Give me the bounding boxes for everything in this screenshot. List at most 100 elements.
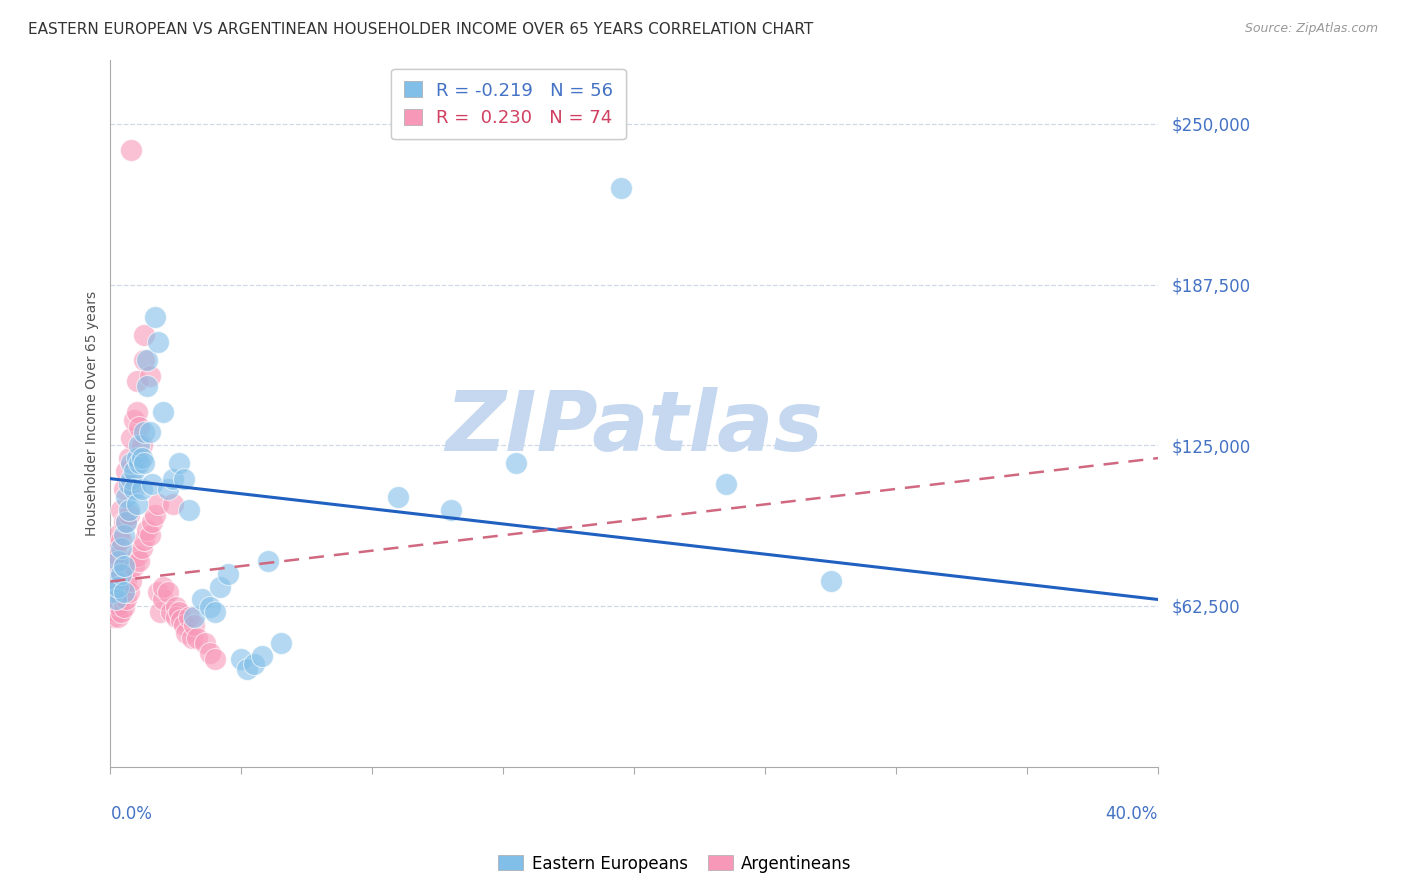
Point <box>104 592 127 607</box>
Point <box>152 405 174 419</box>
Point <box>112 559 135 574</box>
Text: ZIPatlas: ZIPatlas <box>446 387 823 467</box>
Point <box>128 554 150 568</box>
Point <box>440 502 463 516</box>
Point <box>820 574 842 589</box>
Point <box>104 574 127 589</box>
Text: 0.0%: 0.0% <box>111 805 152 823</box>
Point <box>107 610 129 624</box>
Point <box>107 554 129 568</box>
Point <box>170 613 193 627</box>
Point <box>146 497 169 511</box>
Point <box>112 580 135 594</box>
Point <box>173 472 195 486</box>
Point <box>115 516 138 530</box>
Point <box>162 472 184 486</box>
Point <box>125 374 148 388</box>
Point <box>107 566 129 581</box>
Point <box>176 626 198 640</box>
Text: 40.0%: 40.0% <box>1105 805 1159 823</box>
Point <box>252 648 274 663</box>
Point <box>122 482 145 496</box>
Point <box>131 541 153 555</box>
Point <box>134 456 156 470</box>
Point <box>183 618 205 632</box>
Point <box>110 502 132 516</box>
Point <box>146 335 169 350</box>
Point <box>141 476 163 491</box>
Point <box>110 566 132 581</box>
Point <box>104 592 127 607</box>
Point <box>110 590 132 604</box>
Point <box>104 541 127 555</box>
Point <box>112 584 135 599</box>
Point <box>101 600 124 615</box>
Point <box>143 310 166 324</box>
Point <box>125 549 148 563</box>
Point <box>115 516 138 530</box>
Point <box>231 651 253 665</box>
Legend: Eastern Europeans, Argentineans: Eastern Europeans, Argentineans <box>492 848 858 880</box>
Point <box>131 438 153 452</box>
Point <box>198 600 221 615</box>
Point <box>125 451 148 466</box>
Point <box>101 610 124 624</box>
Text: EASTERN EUROPEAN VS ARGENTINEAN HOUSEHOLDER INCOME OVER 65 YEARS CORRELATION CHA: EASTERN EUROPEAN VS ARGENTINEAN HOUSEHOL… <box>28 22 813 37</box>
Point <box>118 584 141 599</box>
Point <box>107 584 129 599</box>
Point <box>101 574 124 589</box>
Point <box>387 490 409 504</box>
Point <box>120 143 142 157</box>
Point <box>118 476 141 491</box>
Point <box>112 600 135 615</box>
Point <box>122 412 145 426</box>
Point <box>104 605 127 619</box>
Point <box>138 528 160 542</box>
Point <box>204 605 226 619</box>
Point <box>143 508 166 522</box>
Point <box>128 456 150 470</box>
Point <box>235 662 257 676</box>
Point <box>107 549 129 563</box>
Point <box>714 476 737 491</box>
Point <box>101 584 124 599</box>
Point <box>162 497 184 511</box>
Point <box>173 618 195 632</box>
Point <box>107 598 129 612</box>
Text: Source: ZipAtlas.com: Source: ZipAtlas.com <box>1244 22 1378 36</box>
Point <box>115 464 138 478</box>
Point <box>152 580 174 594</box>
Point <box>141 516 163 530</box>
Point <box>118 502 141 516</box>
Point <box>110 566 132 581</box>
Point <box>180 631 202 645</box>
Point <box>136 523 159 537</box>
Point <box>118 508 141 522</box>
Point <box>204 651 226 665</box>
Point <box>198 647 221 661</box>
Point <box>243 657 266 671</box>
Point <box>120 574 142 589</box>
Point <box>177 610 200 624</box>
Point <box>146 584 169 599</box>
Point <box>152 592 174 607</box>
Point <box>165 610 187 624</box>
Point <box>112 559 135 574</box>
Point <box>104 574 127 589</box>
Point <box>112 516 135 530</box>
Point <box>136 379 159 393</box>
Point <box>177 502 200 516</box>
Point <box>157 482 180 496</box>
Point <box>134 533 156 548</box>
Point <box>209 580 232 594</box>
Point <box>217 566 239 581</box>
Point <box>115 490 138 504</box>
Point <box>104 559 127 574</box>
Point <box>128 438 150 452</box>
Point <box>115 574 138 589</box>
Point <box>112 482 135 496</box>
Point <box>134 327 156 342</box>
Point <box>110 541 132 555</box>
Point <box>610 181 633 195</box>
Point <box>186 631 208 645</box>
